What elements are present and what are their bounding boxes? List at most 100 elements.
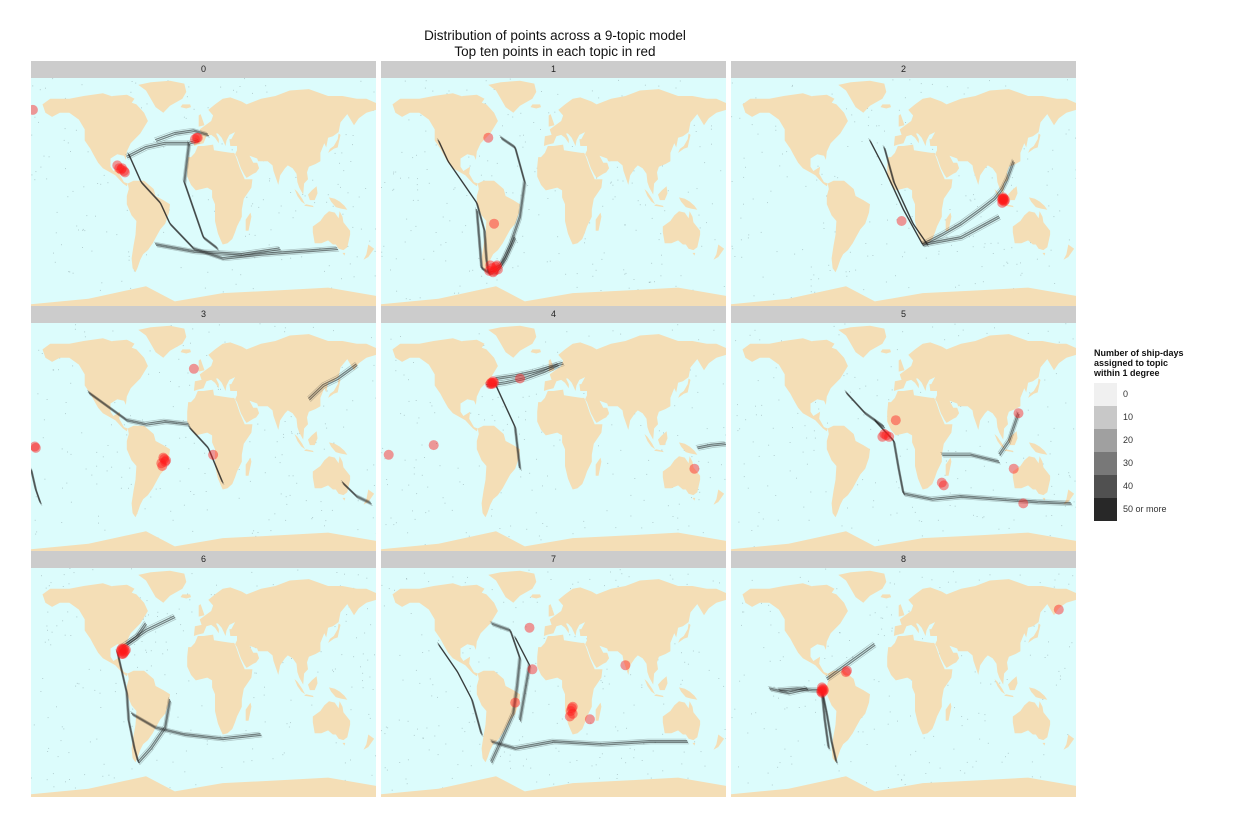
land-mass [692, 497, 696, 501]
top-point [841, 667, 851, 678]
land-mass [363, 244, 375, 260]
top-point [567, 708, 578, 719]
land-mass [107, 339, 135, 355]
land-mass [658, 186, 668, 201]
land-mass [537, 389, 603, 490]
legend-label: 30 [1123, 458, 1134, 468]
ship-track [494, 382, 522, 472]
top-point [119, 167, 130, 178]
land-mass [457, 339, 485, 355]
ship-track [940, 452, 1001, 465]
land-mass [42, 93, 148, 187]
top-point [116, 164, 127, 175]
top-point [566, 703, 577, 714]
land-mass [457, 94, 485, 110]
ship-track [154, 241, 282, 258]
land-mass [537, 144, 603, 245]
land-mass [880, 104, 891, 109]
land-mass [363, 734, 375, 750]
land-mass [543, 334, 726, 440]
land-mass [198, 604, 205, 617]
top-point [112, 160, 123, 171]
land-mass [945, 212, 952, 231]
top-point [484, 265, 495, 276]
land-mass [180, 594, 191, 599]
top-point [998, 192, 1009, 203]
legend: Number of ship-days assigned to topic wi… [1094, 348, 1229, 521]
land-mass [138, 325, 187, 358]
land-mass [294, 679, 306, 695]
land-mass [548, 114, 555, 127]
land-mass [1008, 676, 1018, 691]
land-mass [893, 89, 1076, 195]
land-mass [308, 431, 318, 446]
land-mass [392, 338, 498, 432]
land-mass [304, 449, 314, 453]
top-point [620, 660, 631, 671]
land-mass [31, 776, 376, 797]
land-mass [107, 94, 135, 110]
world-map [381, 78, 726, 307]
top-point [492, 264, 503, 275]
top-point [118, 644, 128, 655]
land-mass [180, 349, 191, 354]
title-line-2: Top ten points in each topic in red [454, 44, 656, 59]
legend-key: 50 or more [1094, 498, 1229, 521]
world-map [31, 568, 376, 797]
land-mass [1008, 431, 1018, 446]
legend-swatch [1094, 498, 1117, 521]
land-mass [1004, 204, 1014, 208]
top-point [817, 682, 827, 693]
land-mass [595, 212, 602, 231]
top-point [192, 132, 203, 143]
top-point [120, 644, 131, 655]
top-point [819, 685, 829, 696]
land-mass [198, 359, 205, 372]
top-point [383, 449, 394, 460]
land-mass [662, 456, 701, 496]
land-mass [692, 742, 696, 746]
ship-track [489, 738, 690, 752]
top-point [161, 455, 172, 466]
land-mass [1028, 133, 1041, 153]
land-mass [1008, 186, 1018, 201]
ship-track [31, 467, 43, 506]
land-mass [180, 104, 191, 109]
land-mass [679, 197, 698, 210]
top-point [689, 463, 700, 474]
facet-strip-label: 5 [731, 306, 1076, 323]
legend-swatch [1094, 406, 1117, 429]
ship-track [187, 424, 225, 486]
land-mass [898, 604, 905, 617]
land-mass [328, 623, 341, 643]
land-mass [342, 252, 346, 256]
ship-track [695, 440, 726, 451]
top-point [160, 456, 171, 467]
land-mass [1029, 197, 1048, 210]
land-mass [692, 252, 696, 256]
ship-track [921, 186, 1004, 248]
top-point [488, 376, 499, 387]
legend-label: 20 [1123, 435, 1134, 445]
top-point [1000, 195, 1011, 206]
top-point [485, 379, 496, 390]
land-mass [328, 133, 341, 153]
land-mass [42, 583, 148, 677]
land-mass [1042, 252, 1046, 256]
top-point [527, 664, 538, 675]
top-point [818, 686, 828, 697]
land-mass [713, 734, 725, 750]
land-mass [187, 144, 253, 245]
land-mass [893, 334, 1076, 440]
top-point [879, 429, 890, 439]
top-point [117, 643, 127, 654]
legend-keys: 0 10 20 30 40 50 or more [1094, 383, 1229, 521]
land-mass [537, 634, 603, 735]
facet-panel-1: 1 [381, 61, 726, 307]
land-mass [826, 670, 870, 763]
land-mass [476, 425, 520, 518]
legend-key: 40 [1094, 475, 1229, 498]
top-point [483, 132, 494, 143]
land-mass [742, 338, 848, 432]
land-mass [530, 594, 541, 599]
